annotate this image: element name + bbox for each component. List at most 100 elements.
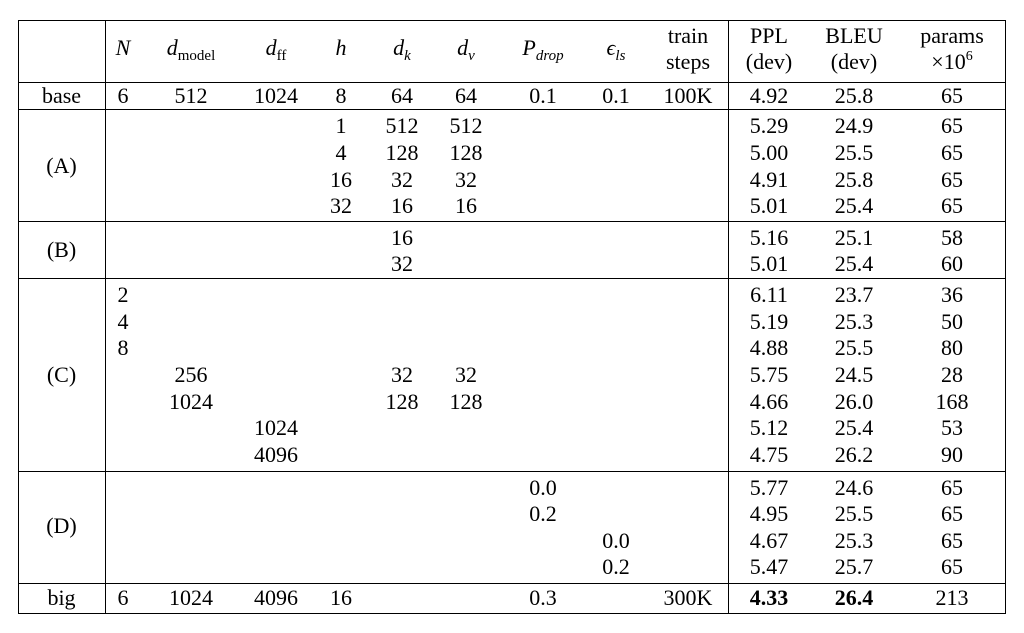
cell-dff: 1024	[254, 415, 298, 440]
vrule-left	[18, 20, 19, 613]
cell-ppl: 5.00	[749, 140, 789, 165]
cell-ppl: 5.29	[749, 113, 789, 138]
cell-params: 65	[941, 528, 963, 553]
cell-params: 65	[941, 554, 963, 579]
cell-ppl: 4.88	[749, 335, 789, 360]
cell-bleu: 25.5	[834, 335, 874, 360]
cell-params: 58	[941, 225, 963, 250]
cell-dk: 512	[385, 113, 419, 138]
cell-bleu: 25.5	[834, 140, 874, 165]
cell-ppl: 4.91	[749, 167, 789, 192]
header-n: N	[115, 35, 131, 60]
vrule-right	[1005, 20, 1006, 613]
cell-pdrop: 0.0	[529, 475, 557, 500]
cell-params: 36	[941, 282, 963, 307]
cell-params: 65	[941, 113, 963, 138]
cell-bleu: 26.4	[834, 585, 874, 610]
cell-eps: 0.1	[602, 83, 630, 108]
cell-bleu: 25.4	[834, 193, 874, 218]
header-d-model: dmodel	[166, 35, 216, 64]
cell-dmodel: 256	[174, 362, 208, 387]
group-label-a: (A)	[46, 153, 77, 178]
cell-ppl: 4.66	[749, 389, 789, 414]
cell-dff: 1024	[254, 83, 298, 108]
cell-params: 65	[941, 140, 963, 165]
cell-dmodel: 1024	[169, 585, 213, 610]
results-table: N dmodel dff h dk dv Pdrop ϵls train ste…	[18, 20, 1006, 614]
cell-params: 65	[941, 83, 963, 108]
cell-ppl: 5.16	[749, 225, 789, 250]
cell-eps: 0.0	[602, 528, 630, 553]
rule-c	[18, 471, 1006, 472]
cell-params: 80	[941, 335, 963, 360]
cell-bleu: 25.3	[834, 309, 874, 334]
rule-b	[18, 278, 1006, 279]
cell-bleu: 25.4	[834, 415, 874, 440]
cell-ppl: 5.19	[749, 309, 789, 334]
cell-ppl: 5.01	[749, 251, 789, 276]
header-d-ff: dff	[265, 35, 287, 64]
cell-h: 1	[335, 113, 347, 138]
cell-params: 168	[935, 389, 969, 414]
group-label-b: (B)	[46, 237, 77, 262]
cell-ppl: 5.75	[749, 362, 789, 387]
header-p-drop: Pdrop	[522, 35, 564, 64]
group-label-big: big	[47, 585, 76, 610]
cell-N: 4	[117, 309, 129, 334]
cell-ppl: 4.67	[749, 528, 789, 553]
cell-N: 6	[117, 83, 129, 108]
cell-bleu: 24.5	[834, 362, 874, 387]
cell-dmodel: 512	[174, 83, 208, 108]
cell-dv: 16	[455, 193, 477, 218]
cell-bleu: 25.1	[834, 225, 874, 250]
rule-a	[18, 221, 1006, 222]
cell-bleu: 25.8	[834, 83, 874, 108]
cell-dk: 128	[385, 389, 419, 414]
cell-bleu: 26.2	[834, 442, 874, 467]
cell-bleu: 25.8	[834, 167, 874, 192]
cell-dk: 16	[391, 225, 413, 250]
rule-bottom	[18, 613, 1006, 614]
cell-ppl: 4.92	[749, 83, 789, 108]
cell-N: 8	[117, 335, 129, 360]
cell-N: 6	[117, 585, 129, 610]
cell-ppl: 5.01	[749, 193, 789, 218]
header-d-k: dk	[393, 35, 411, 64]
cell-pdrop: 0.2	[529, 501, 557, 526]
cell-params: 65	[941, 501, 963, 526]
cell-dk: 32	[391, 167, 413, 192]
group-label-base: base	[41, 83, 82, 108]
header-train-steps: train steps	[666, 23, 710, 74]
group-label-c: (C)	[46, 362, 77, 387]
cell-bleu: 25.3	[834, 528, 874, 553]
cell-dk: 32	[391, 362, 413, 387]
cell-eps: 0.2	[602, 554, 630, 579]
header-bleu: BLEU (dev)	[825, 23, 883, 74]
cell-ppl: 4.75	[749, 442, 789, 467]
cell-bleu: 24.9	[834, 113, 874, 138]
cell-bleu: 24.6	[834, 475, 874, 500]
rule-header	[18, 82, 1006, 83]
cell-bleu: 25.5	[834, 501, 874, 526]
cell-ppl: 5.77	[749, 475, 789, 500]
cell-dk: 32	[391, 251, 413, 276]
cell-h: 8	[335, 83, 347, 108]
cell-dmodel: 1024	[169, 389, 213, 414]
cell-ppl: 4.95	[749, 501, 789, 526]
header-eps-ls: ϵls	[606, 35, 626, 64]
cell-h: 16	[330, 585, 352, 610]
cell-bleu: 25.4	[834, 251, 874, 276]
cell-steps: 100K	[663, 83, 713, 108]
cell-N: 2	[117, 282, 129, 307]
header-h: h	[335, 35, 347, 60]
cell-ppl: 4.33	[749, 585, 789, 610]
cell-dk: 64	[391, 83, 413, 108]
cell-ppl: 6.11	[750, 282, 788, 307]
cell-bleu: 23.7	[834, 282, 874, 307]
cell-dv: 128	[449, 140, 483, 165]
cell-dv: 128	[449, 389, 483, 414]
rule-d	[18, 583, 1006, 584]
cell-params: 65	[941, 475, 963, 500]
cell-dv: 64	[455, 83, 477, 108]
header-d-v: dv	[457, 35, 475, 64]
